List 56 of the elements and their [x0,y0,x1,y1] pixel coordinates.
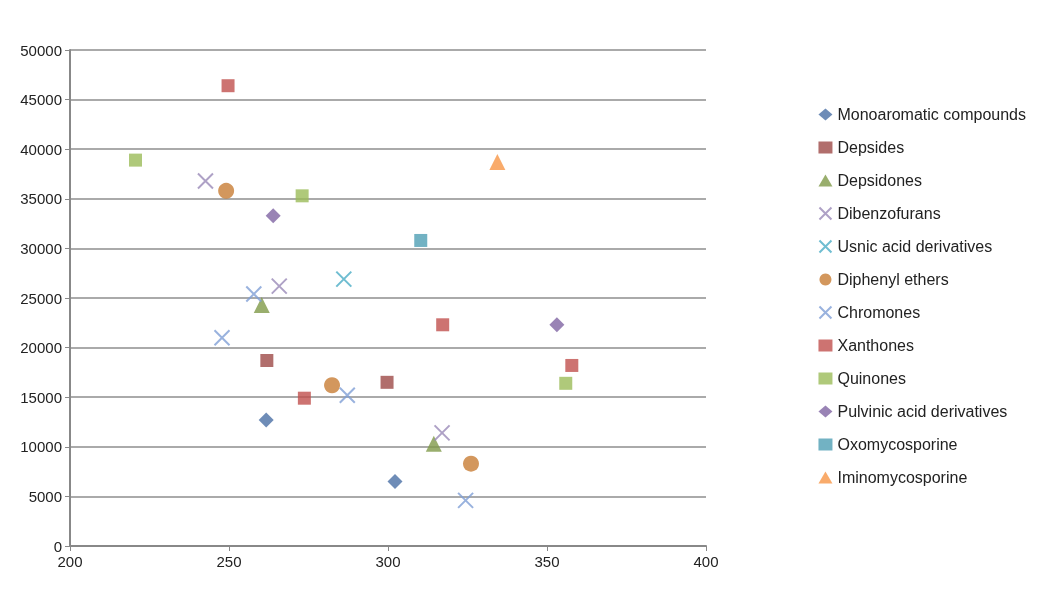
y-tick-label: 20000 [20,339,62,357]
y-tick-label: 35000 [20,190,62,208]
point [457,491,475,509]
y-tick-label: 40000 [20,140,62,158]
point [414,233,428,247]
legend-label: Iminomycosporine [837,469,968,486]
point [425,435,442,452]
point [245,285,263,303]
point [297,391,311,405]
point [489,154,506,171]
x-tick-label: 250 [216,553,242,570]
point [196,172,214,190]
point [433,424,451,442]
point [253,296,270,313]
x-tick-label: 350 [534,553,560,570]
y-tick-label: 30000 [20,239,62,257]
point [463,455,479,472]
point [338,386,356,404]
point [260,354,274,367]
point [295,189,309,203]
point [387,474,403,490]
point [380,375,394,389]
point [436,318,450,332]
x-tick-label: 200 [57,553,83,570]
x-tick-label: 400 [693,553,719,570]
y-tick-label: 15000 [20,388,62,406]
y-tick-label: 50000 [20,41,62,59]
y-tick-label: 10000 [20,438,62,456]
point [559,376,573,390]
legend-label: Xanthones [837,337,914,354]
point [265,208,281,224]
legend-label: Dibenzofurans [837,205,941,222]
legend-label: Pulvinic acid derivatives [837,403,1008,420]
point [335,270,353,288]
legend-label: Diphenyl ethers [837,271,949,288]
point [129,153,143,167]
legend-label: Quinones [837,370,906,387]
y-tick-label: 45000 [20,91,62,109]
legend-label: Monoaromatic compounds [837,106,1027,123]
point [270,277,288,295]
y-tick-label: 0 [53,537,62,555]
point [565,358,579,372]
point [221,79,235,93]
point [218,182,235,199]
point [213,329,231,347]
point [324,377,341,394]
legend-label: Depsidones [837,172,922,189]
point [258,412,274,428]
legend-label: Depsides [837,139,905,156]
legend-label: Chromones [837,304,921,321]
legend-label: Oxomycosporine [837,436,958,453]
y-tick-label: 5000 [28,487,62,505]
legend-label: Usnic acid derivatives [837,238,993,255]
y-tick-label: 25000 [20,289,62,307]
x-tick-label: 300 [375,553,401,570]
point [549,317,565,333]
